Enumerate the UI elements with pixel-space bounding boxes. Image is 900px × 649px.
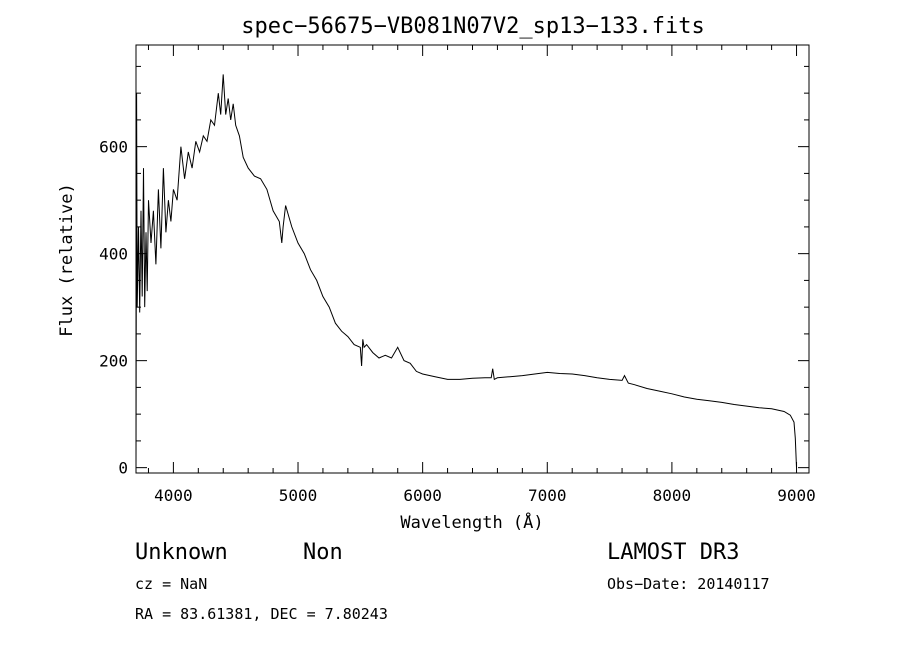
y-tick-label: 600 [99,138,128,157]
y-tick-label: 200 [99,352,128,371]
x-tick-label: 7000 [528,486,567,505]
object-subclass: Non [303,540,343,565]
y-tick-label: 400 [99,245,128,264]
plot-frame [135,44,810,474]
x-tick-label: 9000 [777,486,816,505]
obs-date-text: Obs−Date: 20140117 [607,575,770,593]
survey-name: LAMOST DR3 [607,540,739,565]
x-tick-label: 6000 [403,486,442,505]
object-class: Unknown [135,540,228,565]
x-tick-label: 4000 [154,486,193,505]
flux-series-line [135,74,797,468]
y-tick-label: 0 [118,459,128,478]
chart-title: spec−56675−VB081N07V2_sp13−133.fits [241,14,705,39]
y-axis-ticks: 0 200 400 600 [99,138,809,478]
redshift-text: cz = NaN [135,575,207,593]
x-tick-label: 8000 [653,486,692,505]
minor-ticks [136,45,809,473]
x-axis-label: Wavelength (Å) [400,511,543,533]
x-axis-ticks: 4000 5000 6000 7000 8000 9000 [154,45,816,505]
x-tick-label: 5000 [279,486,318,505]
y-axis-label: Flux (relative) [57,183,77,337]
coordinates-text: RA = 83.61381, DEC = 7.80243 [135,605,388,623]
